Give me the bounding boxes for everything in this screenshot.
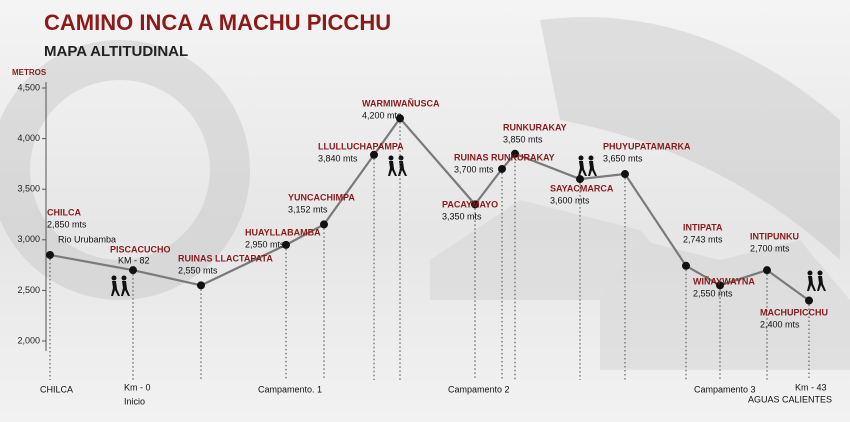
- point-name: WARMIWAÑUSCA: [362, 98, 440, 108]
- value-label: 2,400 mts: [760, 319, 800, 329]
- value-label: 2,550 mts: [693, 288, 733, 298]
- point-name: INTIPUNKU: [750, 231, 799, 241]
- point: [511, 149, 519, 158]
- point-name: INTIPATA: [683, 222, 723, 232]
- y-tick-label: 2,500: [17, 285, 40, 295]
- point: [320, 220, 328, 229]
- value-label: 3,350 mts: [442, 211, 482, 221]
- value-label: 2,950 mts: [245, 239, 285, 249]
- point: [498, 164, 506, 173]
- point: [471, 200, 479, 209]
- x-marker-label: AGUAS CALIENTES: [748, 394, 832, 404]
- y-tick-label: 3,500: [17, 184, 40, 194]
- value-label: 3,152 mts: [288, 204, 328, 214]
- point-name: PISCACUCHO: [110, 244, 171, 254]
- x-marker-label: CHILCA: [40, 384, 73, 394]
- point: [129, 266, 137, 275]
- x-marker-label: Campamento 3: [694, 384, 756, 394]
- point: [621, 170, 629, 179]
- point-name: PHUYUPATAMARKA: [603, 141, 691, 151]
- point-name: YUNCACHIMPA: [288, 192, 355, 202]
- point-name: RUINAS LLACTAPATA: [178, 253, 273, 263]
- point-name: CHILCA: [47, 207, 81, 217]
- point-name: WIÑAYWAYNA: [693, 276, 755, 286]
- annotation: Rio Urubamba: [58, 234, 116, 244]
- point: [576, 175, 584, 184]
- title: CAMINO INCA A MACHU PICCHU: [44, 10, 391, 35]
- point-name: HUAYLLABAMBA: [245, 227, 321, 237]
- value-label: 3,600 mts: [550, 195, 590, 205]
- value-label: 4,200 mts: [362, 110, 402, 120]
- point: [282, 240, 290, 249]
- annotation: KM - 82: [118, 255, 150, 265]
- point-name: SAYACMARCA: [550, 183, 614, 193]
- value-label: 2,850 mts: [47, 219, 87, 229]
- x-marker-label: Km - 0: [124, 382, 151, 392]
- x-marker-label: Campamento 2: [448, 384, 510, 394]
- subtitle: MAPA ALTITUDINAL: [44, 43, 188, 60]
- value-label: 3,850 mts: [503, 134, 543, 144]
- point: [763, 266, 771, 275]
- y-tick-label: 3,000: [17, 234, 40, 244]
- altitude-line: [49, 117, 810, 302]
- value-label: 3,840 mts: [318, 153, 358, 163]
- point: [46, 250, 54, 259]
- hiker-icons: [111, 155, 826, 296]
- point-name: PACAYMAYO: [442, 199, 498, 209]
- point: [716, 281, 724, 290]
- value-label: 3,700 mts: [454, 164, 494, 174]
- point: [805, 296, 813, 305]
- point-name: RUNKURAKAY: [503, 122, 567, 132]
- x-marker-label: Inicio: [124, 396, 145, 406]
- value-label: 2,700 mts: [750, 243, 790, 253]
- value-label: 2,743 mts: [683, 234, 723, 244]
- point: [682, 261, 690, 270]
- point-name: MACHUPICCHU: [760, 307, 828, 317]
- x-marker-label: Campamento. 1: [258, 384, 322, 394]
- background-art: [0, 17, 850, 370]
- point-name: LLULLUCHAPAMPA: [318, 141, 404, 151]
- value-label: 2,550 mts: [178, 265, 218, 275]
- value-label: 3,650 mts: [603, 153, 643, 163]
- y-tick-label: 4,500: [17, 82, 40, 92]
- y-axis-label: METROS: [12, 68, 47, 77]
- y-tick-label: 4,000: [17, 133, 40, 143]
- point-name: RUINAS RUNKURAKAY: [454, 152, 555, 162]
- x-marker-label: Km - 43: [795, 382, 827, 392]
- point: [197, 281, 205, 290]
- point: [396, 114, 404, 123]
- point: [370, 150, 378, 159]
- y-tick-label: 2,000: [17, 335, 40, 345]
